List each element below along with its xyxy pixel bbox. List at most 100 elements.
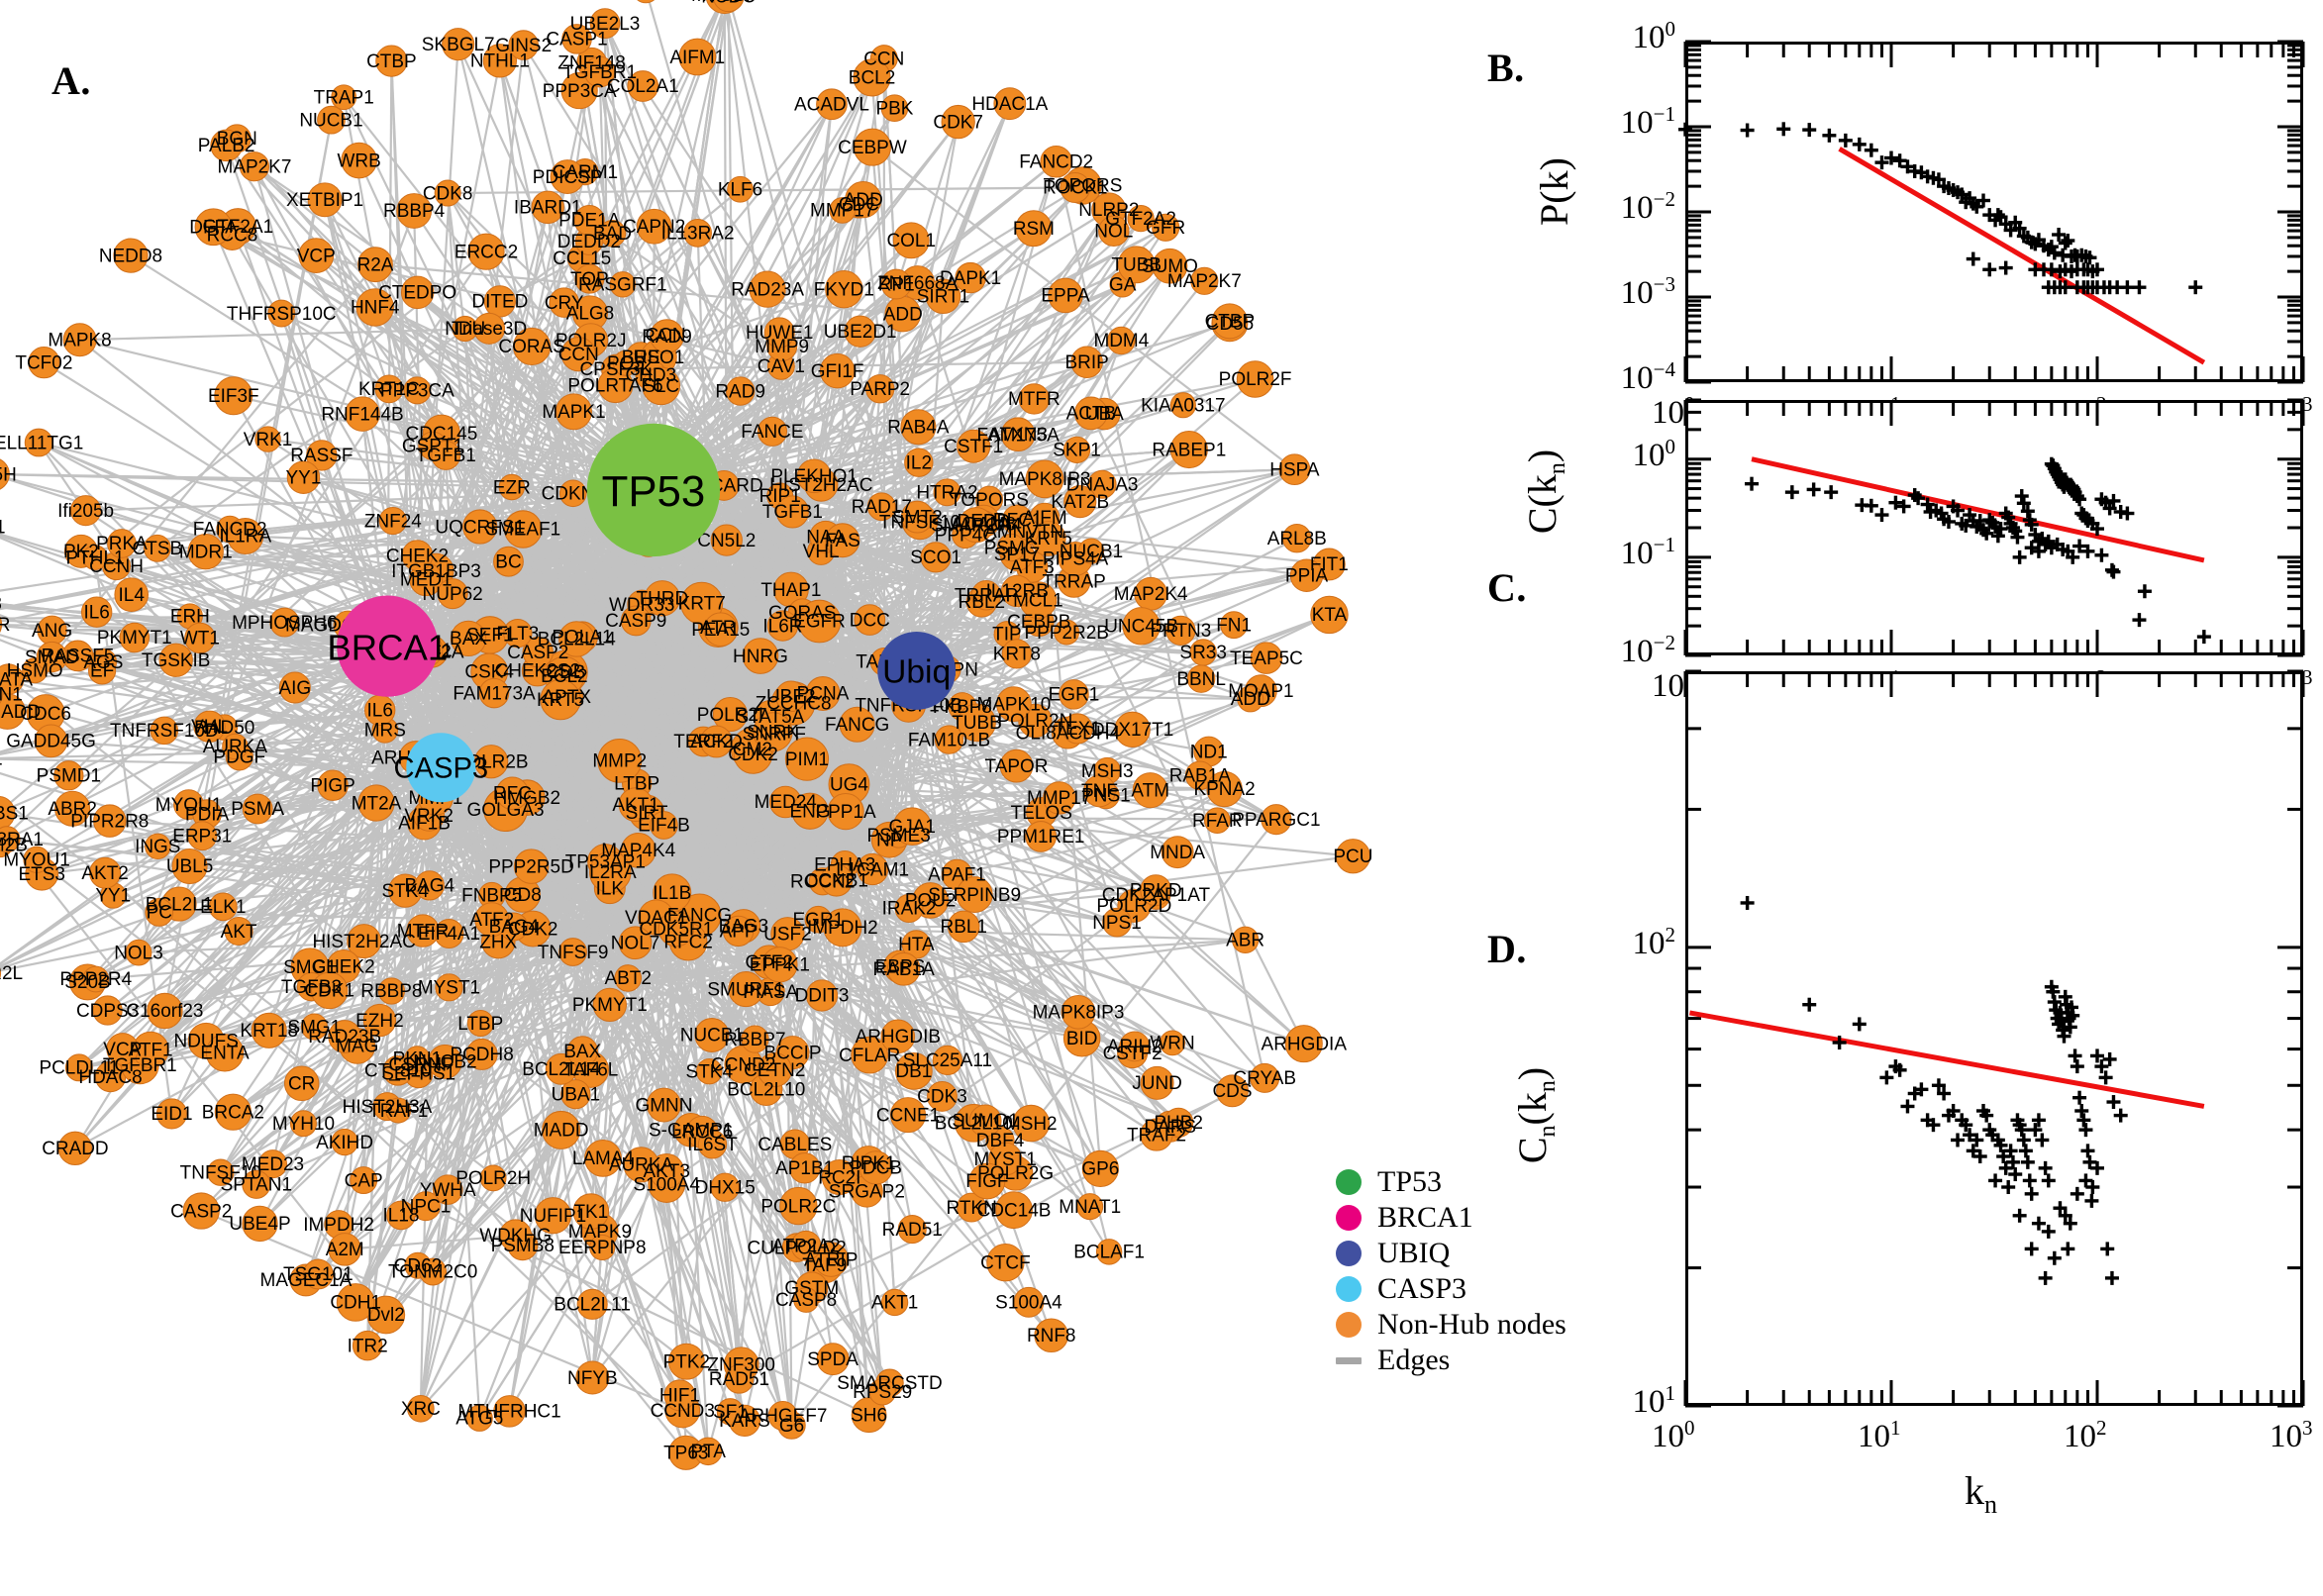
network-node[interactable] <box>996 533 1026 562</box>
network-node[interactable] <box>1073 396 1108 431</box>
network-node[interactable] <box>934 725 964 754</box>
network-node[interactable] <box>724 1364 755 1394</box>
network-node[interactable] <box>993 87 1027 121</box>
network-node[interactable] <box>823 908 862 948</box>
network-node[interactable] <box>403 376 432 405</box>
network-node[interactable] <box>331 1128 358 1156</box>
network-node[interactable] <box>1140 874 1172 907</box>
network-node[interactable] <box>790 1230 822 1261</box>
network-node[interactable] <box>482 44 518 78</box>
network-node[interactable] <box>145 833 171 860</box>
network-node[interactable] <box>1236 360 1274 398</box>
network-node[interactable] <box>0 826 21 853</box>
network-node[interactable] <box>618 926 653 960</box>
network-node[interactable] <box>414 870 445 901</box>
network-node[interactable] <box>187 533 224 570</box>
network-node[interactable] <box>434 919 464 948</box>
network-node[interactable] <box>1250 642 1283 674</box>
network-node[interactable] <box>713 0 745 13</box>
network-node[interactable] <box>89 856 122 889</box>
network-node[interactable] <box>618 787 654 823</box>
network-node[interactable] <box>522 637 554 668</box>
network-node[interactable] <box>23 846 50 873</box>
network-node[interactable] <box>1048 277 1083 314</box>
network-node[interactable] <box>549 287 579 318</box>
network-node[interactable] <box>1081 1149 1119 1188</box>
network-node[interactable] <box>797 599 842 644</box>
network-node[interactable] <box>894 1051 933 1090</box>
network-node[interactable] <box>1203 807 1231 835</box>
network-node[interactable] <box>0 959 2 987</box>
network-node[interactable] <box>819 352 856 389</box>
network-node[interactable] <box>696 1057 723 1085</box>
network-node[interactable] <box>779 1186 818 1226</box>
network-node[interactable] <box>465 1404 493 1432</box>
network-node[interactable] <box>576 1288 608 1320</box>
network-node[interactable] <box>766 610 799 642</box>
network-node[interactable] <box>345 396 380 432</box>
network-node[interactable] <box>614 964 643 992</box>
network-node[interactable] <box>697 1130 728 1159</box>
network-node[interactable] <box>87 656 117 685</box>
network-node[interactable] <box>1062 436 1091 464</box>
network-node[interactable] <box>584 1139 622 1177</box>
network-node[interactable] <box>827 793 864 831</box>
network-node[interactable] <box>678 38 717 76</box>
network-node[interactable] <box>1060 994 1096 1030</box>
network-node[interactable] <box>558 479 587 508</box>
network-node[interactable] <box>251 1012 287 1048</box>
network-node[interactable] <box>182 1192 220 1230</box>
network-node[interactable] <box>767 1400 798 1431</box>
network-node[interactable] <box>865 374 895 404</box>
network-node[interactable] <box>386 1200 416 1231</box>
network-node[interactable] <box>495 776 530 810</box>
network-node[interactable] <box>858 1150 893 1185</box>
network-node[interactable] <box>851 1036 889 1074</box>
network-node[interactable] <box>900 500 934 534</box>
network-node[interactable] <box>1000 417 1036 452</box>
network-node[interactable] <box>474 902 510 938</box>
network-node[interactable] <box>1061 713 1093 745</box>
network-node[interactable] <box>1220 611 1249 640</box>
network-node[interactable] <box>680 581 724 625</box>
network-node[interactable] <box>431 440 461 470</box>
hub-node-casp3[interactable] <box>406 733 476 803</box>
network-node[interactable] <box>310 971 349 1010</box>
network-node[interactable] <box>866 492 896 522</box>
network-node[interactable] <box>419 1257 448 1286</box>
network-node[interactable] <box>1169 392 1196 419</box>
network-node[interactable] <box>1015 210 1053 248</box>
network-node[interactable] <box>1289 558 1324 592</box>
network-node[interactable] <box>646 1087 681 1123</box>
network-node[interactable] <box>1076 1193 1104 1221</box>
network-node[interactable] <box>62 323 97 357</box>
network-node[interactable] <box>283 1065 320 1102</box>
network-node[interactable] <box>434 179 461 207</box>
network-node[interactable] <box>125 939 152 966</box>
network-node[interactable] <box>1001 639 1032 669</box>
network-node[interactable] <box>1054 619 1080 646</box>
network-node[interactable] <box>382 1055 414 1086</box>
network-node[interactable] <box>775 495 809 529</box>
network-node[interactable] <box>1107 326 1136 355</box>
network-node[interactable] <box>450 620 487 657</box>
network-node[interactable] <box>222 733 249 760</box>
network-node[interactable] <box>401 540 434 571</box>
network-node[interactable] <box>1237 685 1264 713</box>
network-node[interactable] <box>757 1051 792 1088</box>
network-node[interactable] <box>375 45 408 77</box>
network-node[interactable] <box>700 725 733 758</box>
network-node[interactable] <box>650 811 678 840</box>
network-node[interactable] <box>1070 346 1103 379</box>
network-node[interactable] <box>995 1191 1033 1230</box>
network-node[interactable] <box>644 580 681 617</box>
network-node[interactable] <box>592 987 627 1023</box>
network-node[interactable] <box>573 204 605 237</box>
network-node[interactable] <box>400 275 435 310</box>
network-node[interactable] <box>227 518 264 554</box>
network-node[interactable] <box>897 1215 927 1245</box>
network-node[interactable] <box>171 848 208 885</box>
network-node[interactable] <box>357 784 395 822</box>
network-node[interactable] <box>636 208 672 245</box>
network-node[interactable] <box>53 760 84 791</box>
